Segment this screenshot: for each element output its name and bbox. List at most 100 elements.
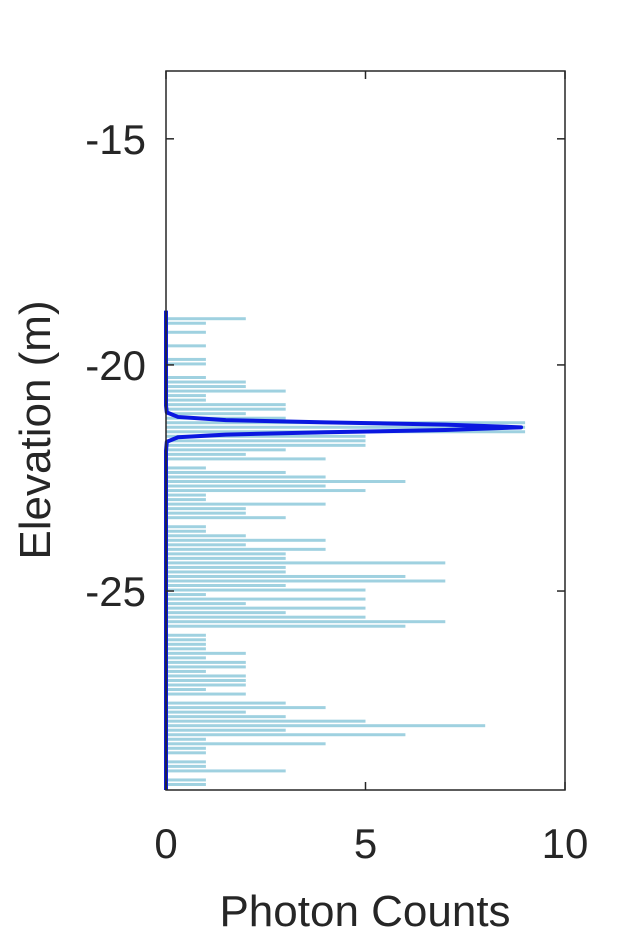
histogram-bar <box>166 552 286 556</box>
histogram-bar <box>166 452 246 456</box>
histogram-bar <box>166 511 246 515</box>
histogram-bar <box>166 507 246 511</box>
histogram-bar <box>166 606 366 610</box>
histogram-bar <box>166 534 246 538</box>
histogram-bar <box>166 688 206 692</box>
x-tick-label: 0 <box>154 820 177 867</box>
y-tick-label: -25 <box>85 568 146 615</box>
histogram-bar <box>166 434 366 438</box>
histogram-bar <box>166 543 246 547</box>
histogram-bar <box>166 489 366 493</box>
histogram-bar <box>166 678 246 682</box>
histogram-bar <box>166 493 206 497</box>
histogram-bar <box>166 357 206 361</box>
histogram-bar <box>166 561 446 565</box>
histogram-bar <box>166 624 406 628</box>
histogram-bar <box>166 529 206 533</box>
histogram-bar <box>166 579 446 583</box>
histogram-bar <box>166 647 206 651</box>
histogram-bar <box>166 715 286 719</box>
histogram-bar <box>166 597 366 601</box>
histogram-bars <box>166 317 526 786</box>
histogram-bar <box>166 556 286 560</box>
histogram-bar <box>166 398 206 402</box>
histogram-bar <box>166 457 326 461</box>
axis-ticks <box>165 71 566 790</box>
histogram-bar <box>166 407 286 411</box>
histogram-bar <box>166 565 286 569</box>
histogram-bar <box>166 751 206 755</box>
histogram-bar <box>166 321 206 325</box>
histogram-bar <box>166 466 206 470</box>
histogram-bar <box>166 633 206 637</box>
histogram-bar <box>166 778 206 782</box>
y-tick-label: -15 <box>85 116 146 163</box>
histogram-bar <box>166 764 206 768</box>
histogram-bar <box>166 706 326 710</box>
histogram-bar <box>166 448 286 452</box>
histogram-bar <box>166 660 246 664</box>
histogram-bar <box>166 724 486 728</box>
histogram-bar <box>166 710 246 714</box>
histogram-bar <box>166 480 406 484</box>
histogram-bar <box>166 651 246 655</box>
histogram-bar <box>166 615 366 619</box>
histogram-bar <box>166 547 326 551</box>
histogram-bar <box>166 484 326 488</box>
histogram-bar <box>166 769 286 773</box>
histogram-bar <box>166 362 206 366</box>
histogram-bar <box>166 330 206 334</box>
histogram-bar <box>166 443 366 447</box>
histogram-bar <box>166 674 246 678</box>
histogram-bar <box>166 669 206 673</box>
histogram-bar <box>166 588 366 592</box>
histogram-bar <box>166 728 286 732</box>
histogram-bar <box>166 584 286 588</box>
histogram-bar <box>166 719 366 723</box>
tick-labels: 0 5 10 -15 -20 -25 <box>85 116 588 867</box>
histogram-bar <box>166 683 246 687</box>
histogram-bar <box>166 380 246 384</box>
histogram-bar <box>166 425 526 429</box>
histogram-bar <box>166 538 326 542</box>
histogram-bar <box>166 602 246 606</box>
histogram-bar <box>166 389 286 393</box>
histogram-bar <box>166 611 286 615</box>
x-tick-label: 10 <box>542 820 589 867</box>
histogram-bar <box>166 642 206 646</box>
histogram-bar <box>166 742 326 746</box>
histogram-bar <box>166 498 206 502</box>
histogram-bar <box>166 403 286 407</box>
histogram-bar <box>166 638 206 642</box>
histogram-bar <box>166 475 326 479</box>
histogram-bar <box>166 692 246 696</box>
y-axis-label: Elevation (m) <box>11 300 60 559</box>
histogram-bar <box>166 439 366 443</box>
histogram-bar <box>166 502 326 506</box>
histogram-bar <box>166 525 206 529</box>
histogram-bar <box>166 782 206 786</box>
histogram-bar <box>166 570 286 574</box>
histogram-bar <box>166 701 286 705</box>
histogram-bar <box>166 574 406 578</box>
histogram-bar <box>166 620 446 624</box>
histogram-bar <box>166 470 286 474</box>
histogram-bar <box>166 746 206 750</box>
histogram-bar <box>166 394 206 398</box>
histogram-bar <box>166 665 246 669</box>
x-tick-label: 5 <box>354 820 377 867</box>
histogram-bar <box>166 412 246 416</box>
histogram-bar <box>166 344 206 348</box>
histogram-bar <box>166 737 206 741</box>
histogram-bar <box>166 656 206 660</box>
y-tick-label: -20 <box>85 342 146 389</box>
histogram-bar <box>166 385 246 389</box>
histogram-bar <box>166 760 206 764</box>
histogram-bar <box>166 317 246 321</box>
histogram-bar <box>166 593 206 597</box>
histogram-bar <box>166 516 286 520</box>
histogram-bar <box>166 733 406 737</box>
x-axis-label: Photon Counts <box>219 887 510 936</box>
histogram-bar <box>166 376 206 379</box>
